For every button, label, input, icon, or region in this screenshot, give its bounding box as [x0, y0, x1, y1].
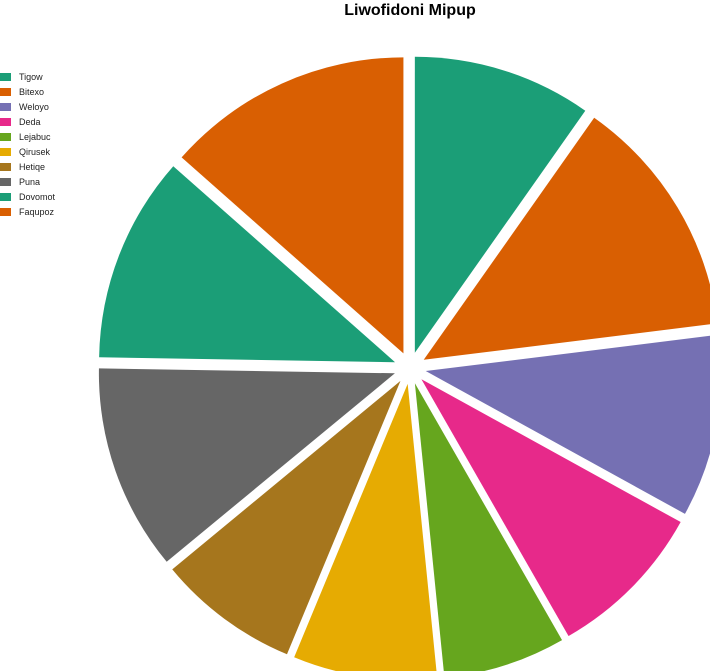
legend-swatch [0, 102, 11, 111]
chart-title: Liwofidoni Mipup [344, 2, 476, 19]
legend-item-tigow: Tigow [0, 69, 55, 84]
pie-slice-faqupoz [181, 57, 404, 354]
legend-swatch [0, 207, 11, 216]
legend-label: Tigow [19, 71, 43, 82]
legend-swatch [0, 147, 11, 156]
legend-item-deda: Deda [0, 114, 55, 129]
legend-label: Faqupoz [19, 206, 55, 217]
pie-slice-bitexo [423, 117, 710, 360]
legend-item-hetiqe: Hetiqe [0, 159, 55, 174]
legend-swatch [0, 72, 11, 81]
legend-label: Deda [19, 116, 41, 127]
legend-swatch [0, 177, 11, 186]
pie-slice-deda [421, 379, 681, 637]
legend-label: Weloyo [19, 101, 49, 112]
pie-slice-lejabuc [414, 383, 563, 671]
legend-swatch [0, 117, 11, 126]
legend-item-bitexo: Bitexo [0, 84, 55, 99]
legend-swatch [0, 87, 11, 96]
legend-item-faqupoz: Faqupoz [0, 204, 55, 219]
legend-item-puna: Puna [0, 174, 55, 189]
legend-label: Dovomot [19, 191, 56, 202]
legend-label: Qirusek [19, 146, 51, 157]
legend-item-dovomot: Dovomot [0, 189, 55, 204]
pie-slice-qirusek [294, 383, 437, 671]
legend-label: Bitexo [19, 86, 45, 97]
pie-slice-weloyo [425, 335, 710, 514]
legend-label: Puna [19, 176, 41, 187]
legend-label: Hetiqe [19, 161, 46, 172]
legend-swatch [0, 192, 11, 201]
legend-swatch [0, 132, 11, 141]
legend-item-qirusek: Qirusek [0, 144, 55, 159]
legend: Tigow Bitexo Weloyo Deda Lejabuc Qirusek Hetiq… [0, 69, 55, 219]
legend-item-lejabuc: Lejabuc [0, 129, 55, 144]
pie-slice-hetiqe [172, 380, 401, 655]
pie-slice-puna [98, 368, 395, 562]
pie-slice-dovomot [99, 166, 396, 363]
legend-item-weloyo: Weloyo [0, 99, 55, 114]
legend-swatch [0, 162, 11, 171]
legend-label: Lejabuc [19, 131, 51, 142]
pie-slice-tigow [414, 56, 586, 353]
